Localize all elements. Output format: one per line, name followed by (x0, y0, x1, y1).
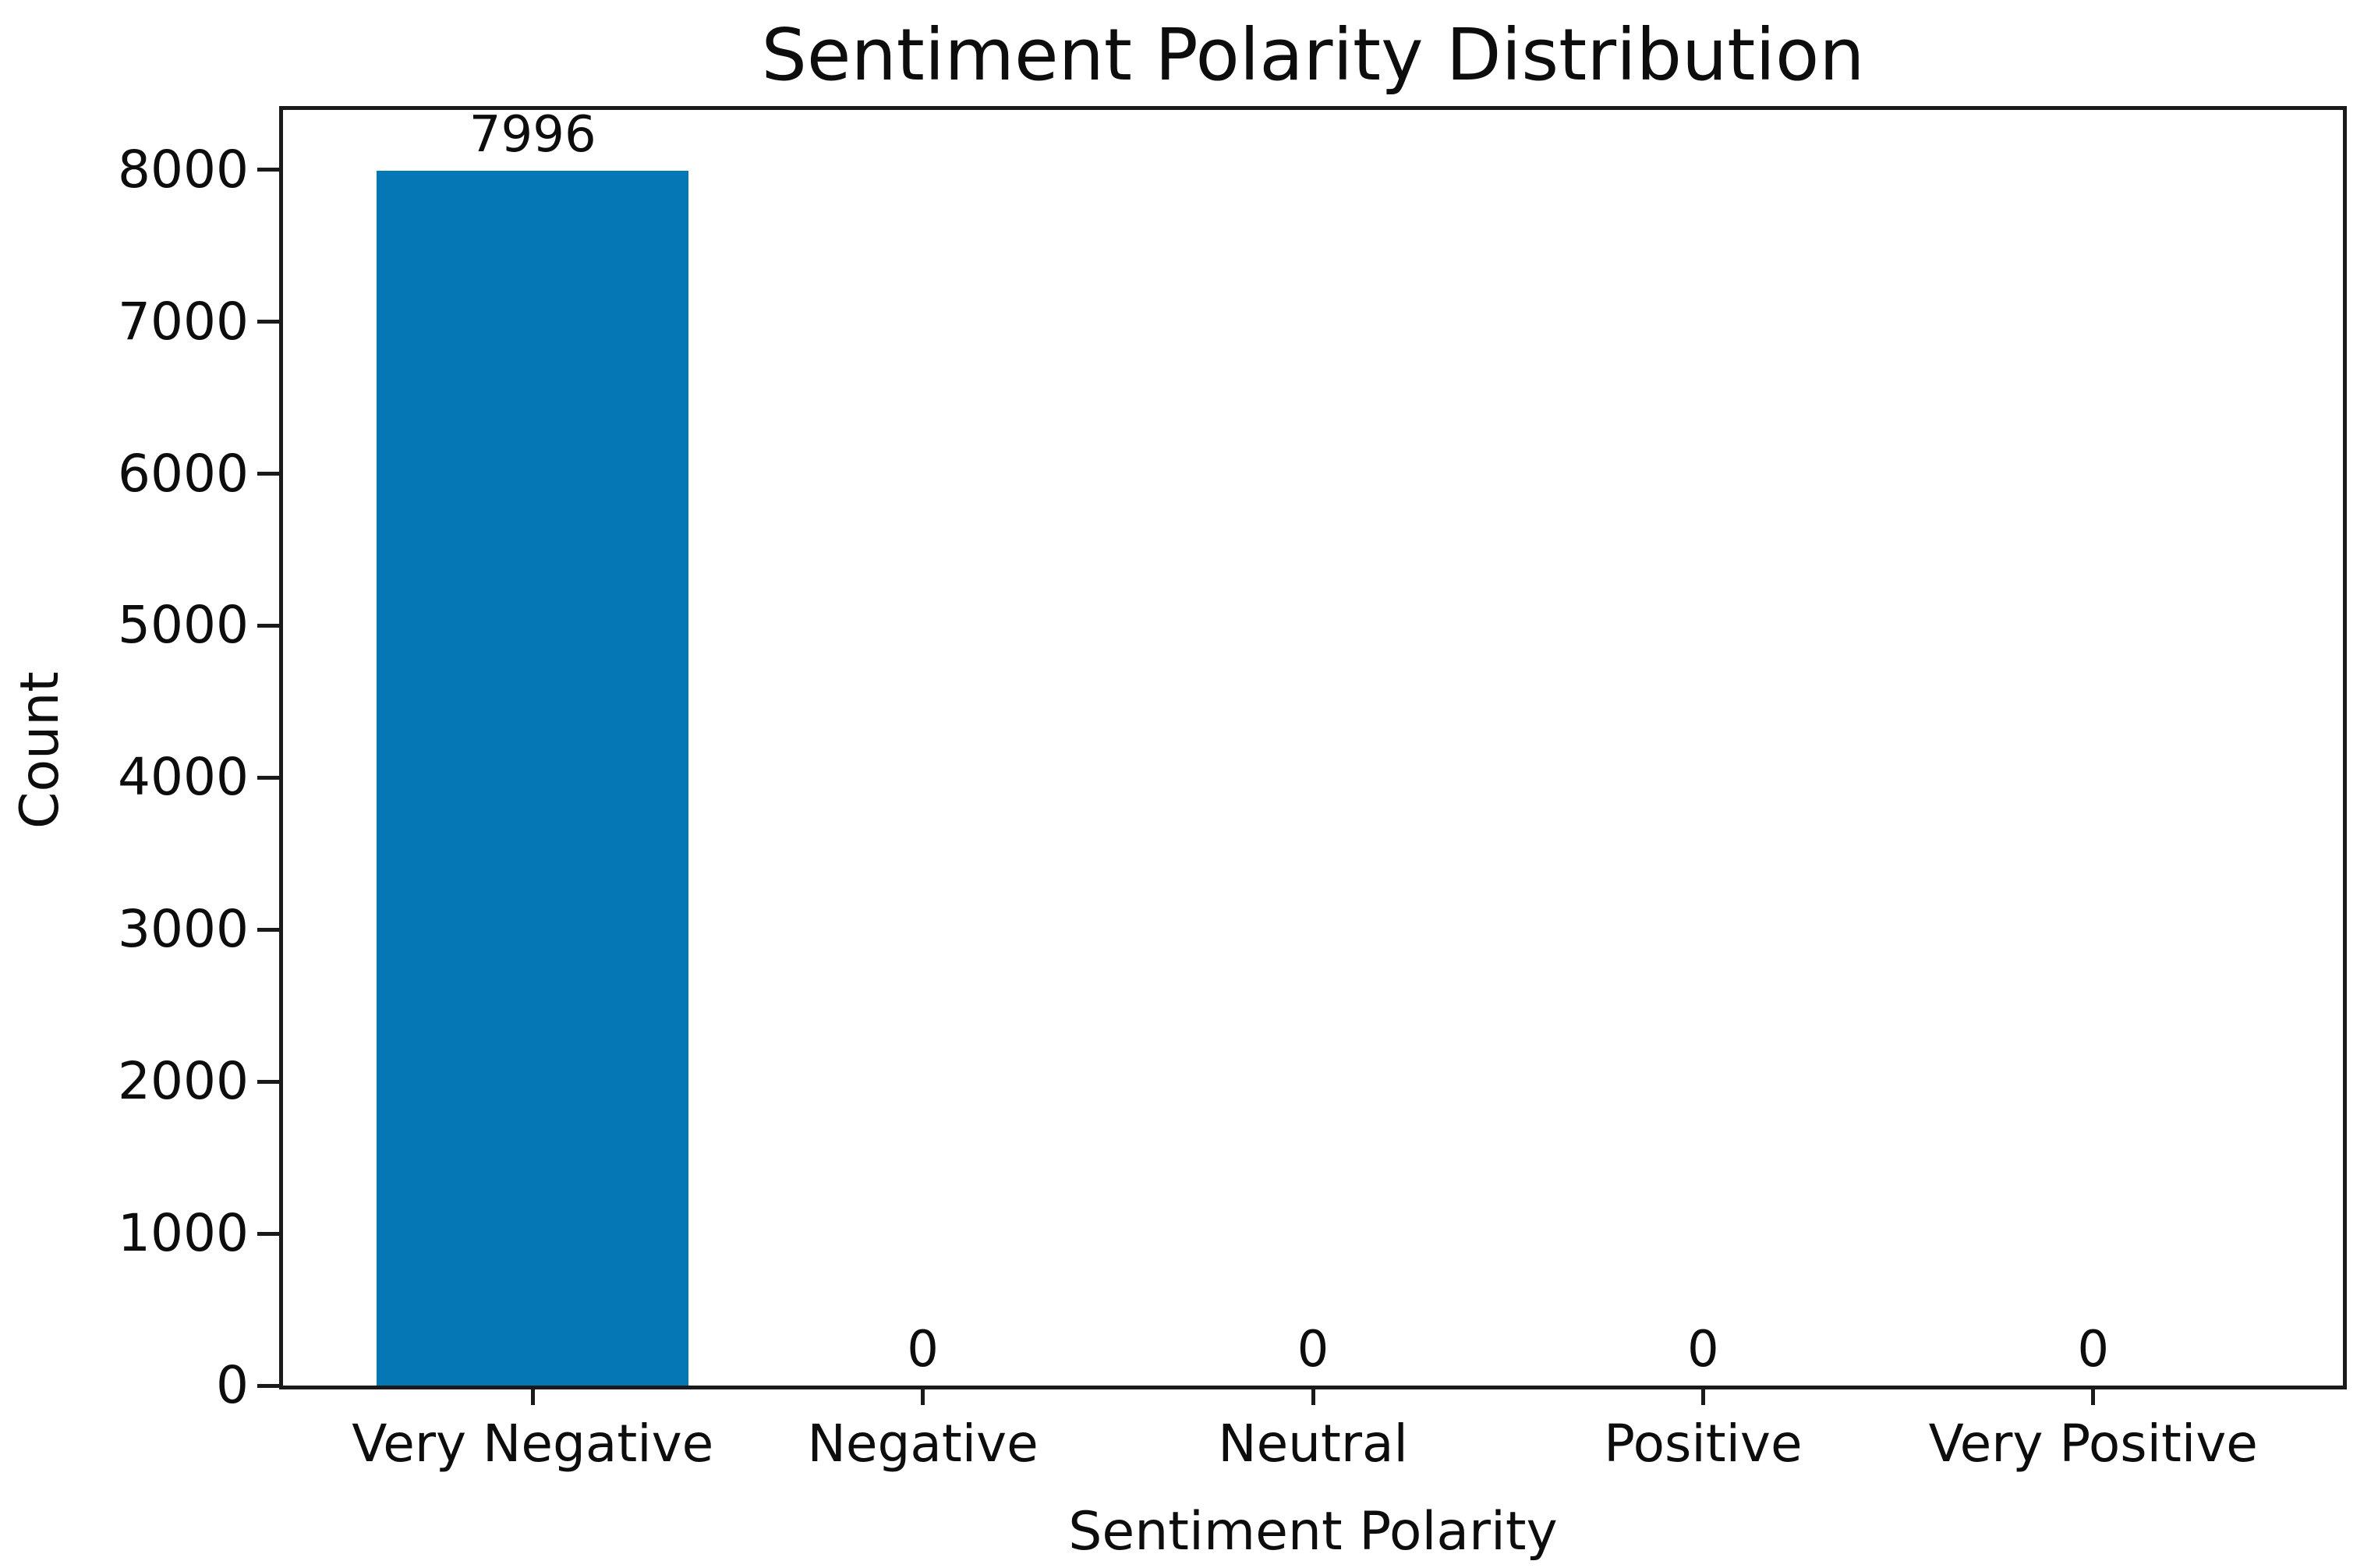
x-tick-label-very-negative: Very Negative (352, 1414, 714, 1474)
x-tick-label-positive: Positive (1604, 1414, 1803, 1474)
x-tick-mark-neutral (1311, 1389, 1315, 1405)
bar-value-label-very-positive: 0 (2077, 1321, 2110, 1379)
bar-value-label-very-negative: 7996 (469, 105, 596, 164)
x-tick-label-neutral: Neutral (1218, 1414, 1408, 1474)
y-tick-mark-0 (257, 1383, 279, 1388)
bar-value-label-neutral: 0 (1297, 1321, 1329, 1379)
bar-value-label-positive: 0 (1687, 1321, 1719, 1379)
plot-area: 7996 Very Negative 0 Negative 0 Neutral 0 Posit… (118, 105, 2347, 1470)
y-tick-label-4000: 4000 (118, 747, 249, 808)
x-tick-mark-negative (921, 1389, 925, 1405)
y-tick-mark-2000 (257, 1079, 279, 1084)
y-tick-label-0: 0 (216, 1355, 249, 1415)
y-tick-label-7000: 7000 (118, 291, 249, 352)
chart-title: Sentiment Polarity Distribution (761, 13, 1865, 97)
y-tick-label-1000: 1000 (118, 1203, 249, 1264)
y-tick-label-2000: 2000 (118, 1051, 249, 1112)
x-tick-label-negative: Negative (807, 1414, 1039, 1474)
y-tick-mark-6000 (257, 472, 279, 476)
y-tick-label-8000: 8000 (118, 139, 249, 200)
y-tick-mark-5000 (257, 623, 279, 628)
x-axis-label: Sentiment Polarity (1068, 1501, 1558, 1563)
y-tick-mark-3000 (257, 927, 279, 932)
x-tick-mark-very-negative (530, 1389, 535, 1405)
x-tick-label-very-positive: Very Positive (1928, 1414, 2258, 1474)
y-tick-label-6000: 6000 (118, 443, 249, 504)
y-tick-label-3000: 3000 (118, 899, 249, 960)
x-tick-mark-positive (1700, 1389, 1705, 1405)
x-tick-mark-very-positive (2091, 1389, 2096, 1405)
y-tick-mark-7000 (257, 320, 279, 324)
y-axis-label: Count (9, 671, 71, 829)
y-tick-mark-4000 (257, 775, 279, 780)
y-tick-mark-1000 (257, 1231, 279, 1236)
y-tick-mark-8000 (257, 168, 279, 172)
bar-value-label-negative: 0 (907, 1321, 939, 1379)
bar-very-negative (377, 170, 689, 1386)
y-tick-label-5000: 5000 (118, 595, 249, 656)
